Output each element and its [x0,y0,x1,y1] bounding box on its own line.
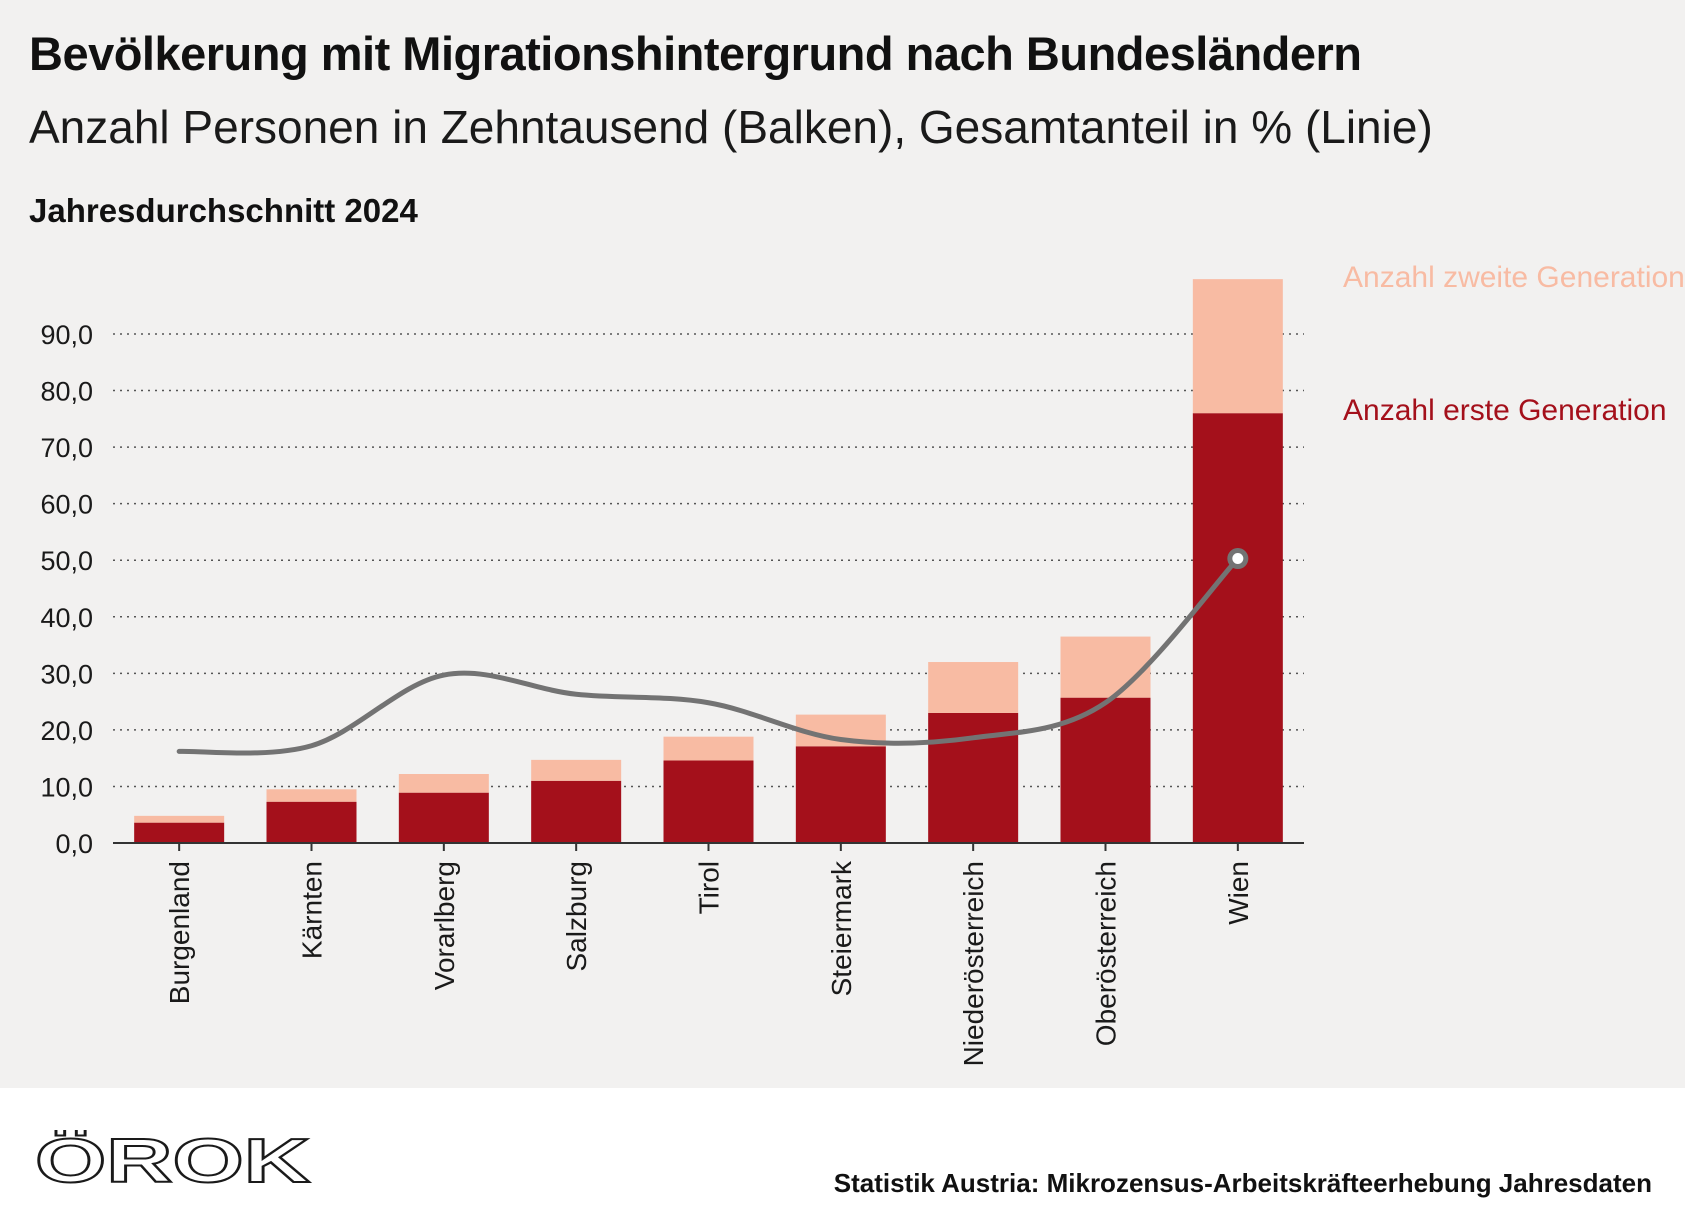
y-tick-label: 40,0 [40,603,93,633]
bar-first-generation [663,760,754,843]
chart-panel [0,0,1685,1088]
legend-first-generation: Anzahl erste Generation [1343,394,1667,427]
x-category-label: Vorarlberg [429,861,460,990]
legend-second-generation: Anzahl zweite Generation [1343,261,1685,294]
bar-second-generation [266,789,357,802]
stacked-bar-line-chart: 0,010,020,030,040,050,060,070,080,090,0 … [40,279,1304,1066]
x-category-label: Kärnten [297,861,328,959]
x-category-label: Steiermark [826,860,857,996]
y-tick-label: 80,0 [40,377,93,407]
y-tick-label: 90,0 [40,320,93,350]
x-category-label: Salzburg [561,861,592,972]
oerok-logo: ÖROK [35,1130,311,1190]
bar-second-generation [531,759,622,781]
y-tick-label: 20,0 [40,716,93,746]
bar-first-generation [398,792,489,843]
bar-first-generation [1192,413,1283,843]
x-category-label: Oberösterreich [1091,861,1122,1046]
bar-second-generation [398,774,489,793]
bar-second-generation [663,736,754,761]
bar-first-generation [266,801,357,843]
x-category-label: Tirol [694,861,725,914]
x-axis-labels: Burgenland Kärnten Vorarlberg Salzburg Tirol… [164,843,1254,1066]
y-tick-label: 60,0 [40,490,93,520]
y-tick-label: 10,0 [40,772,93,802]
bar-first-generation [531,780,622,843]
y-tick-label: 50,0 [40,546,93,576]
y-axis-ticks: 0,0 10,0 20,0 30,0 40,0 50,0 60,0 70,0 80,0 90,0 [40,320,93,859]
source-note: Statistik Austria: Mikrozensus-Arbeitskr… [833,1168,1652,1198]
bar-first-generation [134,822,225,843]
bar-second-generation [1192,279,1283,414]
bar-second-generation [134,815,225,823]
share-line [176,556,1241,756]
share-line-end-marker [1227,548,1249,570]
x-category-label: Niederösterreich [958,861,989,1066]
y-tick-label: 30,0 [40,659,93,689]
x-category-label: Burgenland [164,861,195,1004]
y-tick-label: 0,0 [55,829,93,859]
y-tick-label: 70,0 [40,433,93,463]
period-label: Jahresdurchschnitt 2024 [29,192,418,229]
chart-subtitle: Anzahl Personen in Zehntausend (Balken),… [29,101,1433,153]
bar-second-generation [928,662,1019,713]
oerok-logo-text: ÖROK [35,1130,310,1190]
bar-first-generation [1060,697,1151,843]
x-category-label: Wien [1223,861,1254,925]
bars [134,279,1283,843]
chart-title: Bevölkerung mit Migrationshintergrund na… [29,27,1362,80]
bar-second-generation [1060,636,1151,698]
footer [0,1088,1685,1229]
bar-first-generation [795,746,886,843]
